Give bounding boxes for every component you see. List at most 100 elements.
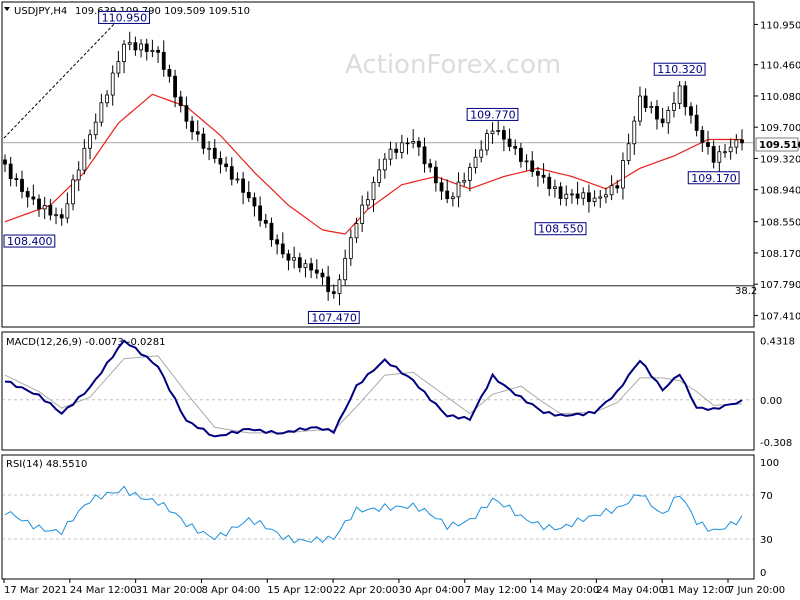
candle-body: [501, 130, 506, 140]
macd-tick-label: 0.00: [760, 396, 782, 407]
candle-body: [3, 159, 7, 165]
candle-body: [320, 272, 325, 278]
candle-body: [740, 139, 744, 144]
candle-body: [263, 219, 268, 224]
x-tick-label: 14 May 20:00: [531, 585, 600, 596]
collapse-arrow-icon[interactable]: [4, 7, 10, 11]
candle-body: [536, 171, 540, 176]
candle-body: [275, 239, 280, 245]
candle-body: [513, 146, 518, 149]
candle-body: [224, 163, 229, 168]
candle-body: [405, 142, 410, 145]
candle-body: [297, 257, 302, 268]
candle-body: [564, 193, 569, 199]
candle-body: [558, 186, 563, 199]
candle-body: [632, 120, 637, 145]
candle-body: [609, 185, 614, 196]
candle-body: [621, 160, 625, 189]
candle-body: [20, 178, 24, 192]
candle-body: [235, 178, 240, 181]
macd-line: [4, 339, 743, 438]
price-tick-label: 110.950: [760, 20, 800, 31]
candle-body: [184, 105, 189, 122]
candle-body: [598, 196, 603, 199]
x-tick-label: 15 Apr 12:00: [267, 585, 332, 596]
candle-body: [728, 146, 733, 153]
price-tag-box: [534, 222, 587, 236]
candle-body: [31, 196, 36, 200]
candle-body: [530, 160, 535, 172]
x-tick-label: 17 Mar 2021: [4, 585, 67, 596]
candle-body: [717, 151, 722, 163]
price-tag-label: 107.470: [311, 311, 357, 324]
price-tick-label: 109.320: [760, 154, 800, 165]
candle-body: [54, 214, 58, 217]
current-price-label: 109.510: [759, 140, 800, 151]
candle-body: [638, 95, 642, 122]
rsi-tick-label: 0: [760, 568, 766, 579]
candle-body: [382, 158, 387, 171]
price-tick-label: 109.700: [760, 123, 800, 134]
price-tag-label: 109.770: [470, 108, 515, 121]
candle-body: [689, 106, 693, 116]
candle-body: [314, 269, 319, 274]
macd-title: MACD(12,26,9) -0.0073 -0.0281: [6, 337, 166, 348]
candle-body: [167, 69, 172, 77]
candle-body: [411, 141, 416, 144]
x-tick-label: 30 Apr 04:00: [399, 585, 464, 596]
macd-tick-label: 0.4318: [760, 337, 795, 348]
chart-symbol: USDJPY,H4: [14, 6, 67, 17]
rsi-tick-label: 100: [760, 458, 779, 469]
candle-body: [241, 178, 246, 193]
price-tick-label: 107.410: [760, 311, 800, 322]
trend-line: [3, 19, 119, 139]
candle-body: [479, 149, 484, 158]
candle-body: [473, 156, 478, 169]
price-tick-label: 110.460: [760, 61, 800, 72]
price-tag-box: [653, 62, 706, 76]
candle-body: [65, 203, 70, 219]
candle-body: [547, 176, 552, 189]
candle-body: [82, 147, 87, 171]
x-tick-label: 7 May 12:00: [465, 585, 527, 596]
candle-body: [337, 279, 342, 294]
candle-body: [519, 147, 523, 162]
price-tag-label: 110.320: [657, 63, 703, 76]
price-tick-label: 108.940: [760, 186, 800, 197]
candle-body: [445, 190, 450, 200]
candle-body: [218, 158, 223, 165]
candle-body: [246, 191, 251, 199]
candle-body: [388, 148, 393, 160]
price-tag-box: [687, 171, 740, 185]
candle-body: [496, 130, 501, 132]
candle-body: [42, 205, 47, 210]
candle-body: [660, 118, 665, 124]
x-tick-label: 7 Jun 20:00: [728, 585, 785, 596]
rsi-title: RSI(14) 48.5510: [6, 459, 87, 470]
price-tick-label: 108.170: [760, 249, 800, 260]
candle-body: [456, 181, 461, 198]
candle-body: [394, 148, 399, 153]
candle-body: [173, 75, 177, 98]
candle-body: [570, 193, 574, 196]
candle-body: [292, 257, 297, 261]
candle-body: [212, 147, 217, 159]
candle-body: [643, 95, 648, 109]
candle-body: [309, 263, 314, 271]
rsi-line: [4, 485, 743, 544]
candle-body: [734, 139, 739, 148]
price-tag-label: 110.950: [102, 11, 147, 24]
candle-body: [303, 263, 308, 268]
candle-body: [672, 102, 676, 111]
price-tag-label: 109.170: [691, 172, 737, 185]
candle-body: [88, 134, 92, 149]
chart-ohlc: 109.639 109.790 109.509 109.510: [75, 6, 250, 17]
candle-body: [592, 197, 597, 202]
candle-body: [201, 133, 206, 149]
candle-body: [14, 178, 19, 180]
candle-body: [604, 194, 608, 198]
x-tick-label: 8 Apr 04:00: [201, 585, 260, 596]
candle-body: [71, 179, 75, 205]
rsi-tick-label: 30: [760, 535, 773, 546]
